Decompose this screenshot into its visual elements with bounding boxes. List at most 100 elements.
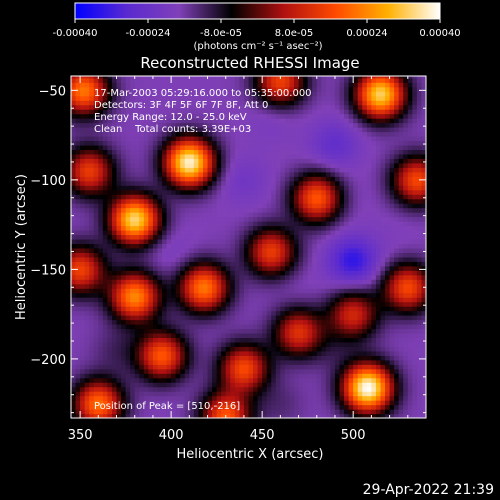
heatmap-cell (312, 288, 318, 294)
heatmap-cell (234, 91, 240, 97)
heatmap-cell (303, 274, 309, 280)
heatmap-cell (325, 274, 332, 280)
heatmap-cell (84, 198, 90, 204)
heatmap-cell (312, 162, 318, 168)
heatmap-cell (248, 292, 254, 298)
heatmap-cell (289, 216, 295, 222)
heatmap-cell (116, 328, 122, 334)
heatmap-cell (230, 176, 236, 182)
heatmap-cell (253, 400, 259, 406)
heatmap-cell (130, 229, 136, 236)
heatmap-cell (294, 113, 300, 119)
heatmap-cell (362, 377, 368, 383)
heatmap-cell (171, 189, 177, 195)
heatmap-cell (75, 292, 81, 298)
heatmap-cell (216, 109, 222, 115)
heatmap-cell (75, 283, 81, 289)
heatmap-cell (312, 386, 318, 392)
heatmap-cell (189, 332, 195, 339)
heatmap-cell (234, 279, 240, 285)
heatmap-cell (275, 140, 281, 146)
heatmap-cell (362, 229, 368, 236)
heatmap-cell (243, 104, 250, 110)
heatmap-cell (357, 153, 363, 159)
heatmap-cell (193, 198, 200, 204)
heatmap-cell (80, 109, 86, 115)
heatmap-cell (75, 144, 81, 151)
heatmap-cell (89, 167, 95, 173)
heatmap-cell (271, 265, 277, 271)
heatmap-cell (157, 382, 163, 388)
heatmap-cell (184, 207, 190, 213)
heatmap-cell (166, 216, 172, 222)
heatmap-cell (230, 409, 236, 415)
heatmap-cell (294, 203, 300, 209)
heatmap-cell (130, 118, 136, 124)
heatmap-cell (284, 113, 291, 119)
heatmap-cell (193, 243, 200, 249)
heatmap-cell (189, 279, 195, 285)
heatmap-cell (298, 355, 304, 361)
heatmap-cell (266, 91, 272, 97)
heatmap-cell (162, 100, 168, 106)
heatmap-cell (344, 274, 350, 280)
heatmap-cell (148, 395, 154, 401)
heatmap-cell (221, 86, 227, 92)
heatmap-cell (348, 288, 354, 294)
heatmap-cell (107, 113, 113, 119)
heatmap-cell (216, 247, 222, 253)
heatmap-cell (152, 82, 159, 88)
heatmap-cell (148, 310, 154, 316)
heatmap-cell (180, 234, 186, 240)
heatmap-cell (325, 198, 332, 204)
heatmap-cell (266, 234, 272, 240)
heatmap-cell (148, 413, 154, 418)
heatmap-cell (294, 337, 300, 343)
heatmap-cell (130, 91, 136, 97)
heatmap-cell (89, 373, 95, 379)
heatmap-cell (298, 207, 304, 213)
heatmap-cell (107, 212, 113, 218)
heatmap-cell (316, 346, 322, 352)
heatmap-cell (321, 104, 327, 110)
heatmap-cell (225, 185, 231, 191)
heatmap-cell (348, 176, 354, 182)
heatmap-cell (348, 377, 354, 383)
heatmap-cell (143, 274, 149, 280)
heatmap-cell (216, 221, 222, 227)
heatmap-cell (116, 144, 122, 151)
heatmap-cell (175, 86, 181, 92)
heatmap-cell (152, 400, 159, 406)
heatmap-cell (89, 229, 95, 236)
heatmap-cell (216, 135, 222, 142)
heatmap-cell (143, 386, 149, 392)
heatmap-cell (171, 413, 177, 418)
heatmap-cell (152, 270, 159, 276)
heatmap-cell (289, 359, 295, 365)
heatmap-cell (198, 82, 204, 88)
heatmap-cell (171, 373, 177, 379)
heatmap-cell (348, 341, 354, 347)
heatmap-cell (134, 395, 140, 401)
heatmap-cell (93, 203, 99, 209)
heatmap-cell (148, 283, 154, 289)
heatmap-cell (294, 158, 300, 164)
heatmap-cell (184, 91, 190, 97)
heatmap-cell (248, 216, 254, 222)
heatmap-cell (248, 270, 254, 276)
heatmap-cell (148, 135, 154, 142)
heatmap-cell (253, 158, 259, 164)
heatmap-cell (134, 135, 140, 142)
heatmap-cell (212, 203, 218, 209)
heatmap-cell (284, 203, 291, 209)
heatmap-cell (93, 391, 99, 397)
heatmap-cell (198, 144, 204, 151)
heatmap-cell (198, 274, 204, 280)
heatmap-cell (180, 346, 186, 352)
heatmap-cell (148, 400, 154, 406)
heatmap-cell (139, 127, 145, 133)
heatmap-cell (143, 158, 149, 164)
heatmap-cell (339, 283, 345, 289)
heatmap-cell (294, 350, 300, 356)
heatmap-cell (334, 118, 341, 124)
